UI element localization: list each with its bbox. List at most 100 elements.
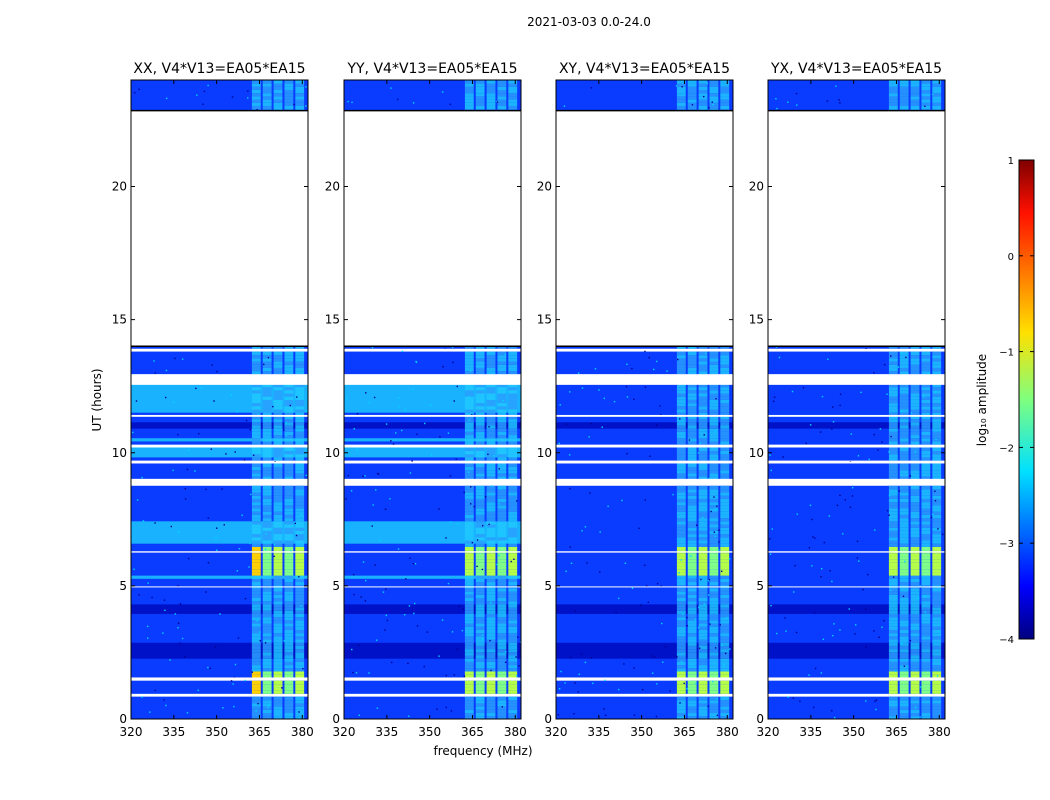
heatmap-row [131, 469, 308, 474]
noise-pixel [414, 562, 417, 565]
rfi-cell [932, 715, 942, 719]
noise-pixel [662, 661, 664, 663]
rfi-cell [508, 504, 518, 509]
noise-pixel [937, 630, 939, 632]
rfi-cell [720, 536, 730, 541]
rfi-cell [284, 578, 294, 583]
rfi-cell [676, 354, 686, 359]
rfi-cell [273, 572, 283, 576]
rfi-cell [475, 642, 485, 646]
heatmap-row [768, 508, 945, 512]
rfi-cell [709, 95, 719, 100]
heatmap-row [344, 405, 521, 410]
rfi-cell [687, 706, 697, 710]
rfi-cell [932, 431, 942, 436]
rfi-cell [698, 389, 708, 394]
heatmap-row [768, 421, 945, 426]
rfi-cell [497, 635, 507, 640]
rfi-cell [262, 530, 272, 535]
rfi-cell [709, 361, 719, 365]
rfi-cell [899, 92, 909, 97]
rfi-cell [295, 466, 305, 471]
rfi-cell [720, 645, 730, 650]
noise-pixel [778, 356, 781, 359]
rfi-cell [508, 610, 518, 614]
heatmap-row [131, 671, 308, 675]
rfi-cell [475, 680, 485, 685]
rfi-cell [497, 95, 507, 100]
rfi-cell [497, 80, 507, 84]
rfi-cell [698, 517, 708, 522]
noise-pixel [867, 573, 869, 576]
rfi-cell [273, 508, 283, 512]
rfi-cell [497, 485, 507, 490]
rfi-cell [475, 709, 485, 714]
rfi-cell [251, 92, 261, 97]
rfi-cell [709, 415, 719, 420]
rfi-cell [709, 511, 719, 515]
noise-pixel [836, 504, 839, 507]
rfi-cell [508, 594, 518, 598]
rfi-cell [262, 616, 272, 621]
x-tick-label: 365 [461, 725, 484, 739]
rfi-cell [508, 441, 518, 445]
rfi-cell [486, 530, 496, 535]
heatmap-row [131, 661, 308, 666]
rfi-cell [720, 607, 730, 611]
rfi-cell [932, 658, 942, 662]
rfi-cell [720, 706, 730, 710]
rfi-cell [676, 450, 686, 455]
heatmap-row [131, 706, 308, 710]
rfi-cell [251, 635, 261, 640]
rfi-cell [720, 610, 730, 614]
rfi-cell [295, 575, 305, 579]
heatmap-row [768, 472, 945, 477]
heatmap-row [131, 575, 308, 579]
rfi-cell [464, 517, 474, 522]
rfi-cell [698, 431, 708, 436]
rfi-cell [910, 581, 920, 586]
heatmap-row [556, 530, 733, 535]
rfi-cell [273, 600, 283, 605]
noise-pixel [456, 385, 458, 388]
rfi-cell [497, 399, 507, 404]
heatmap-row [556, 588, 733, 592]
noise-pixel [300, 514, 303, 516]
rfi-cell [676, 645, 686, 650]
rfi-cell [932, 399, 942, 404]
rfi-cell [888, 405, 898, 410]
rfi-cell [486, 664, 496, 669]
noise-pixel [455, 458, 457, 460]
noise-pixel [599, 531, 601, 533]
heatmap-row [131, 591, 308, 595]
rfi-cell [910, 642, 920, 646]
heatmap-row [556, 396, 733, 400]
rfi-cell [932, 562, 942, 567]
noise-pixel [557, 714, 560, 716]
noise-pixel [151, 596, 153, 599]
rfi-cell [486, 591, 496, 595]
rfi-cell [262, 540, 272, 544]
rfi-cell [497, 367, 507, 372]
rfi-cell [899, 540, 909, 544]
rfi-cell [273, 603, 283, 608]
rfi-cell [251, 610, 261, 614]
rfi-cell [295, 364, 305, 368]
heatmap-row [131, 386, 308, 391]
rfi-cell [687, 511, 697, 515]
rfi-cell [273, 591, 283, 595]
rfi-cell [464, 552, 474, 557]
rfi-cell [698, 463, 708, 467]
rfi-cell [698, 699, 708, 704]
rfi-cell [497, 469, 507, 474]
rfi-cell [687, 524, 697, 528]
rfi-cell [676, 709, 686, 714]
heatmap-row [556, 651, 733, 656]
heatmap-row [344, 712, 521, 717]
rfi-cell [720, 466, 730, 471]
rfi-cell [921, 524, 931, 528]
noise-pixel [238, 548, 241, 550]
rfi-cell [720, 690, 730, 694]
noise-pixel [826, 100, 829, 102]
noise-pixel [456, 523, 459, 525]
